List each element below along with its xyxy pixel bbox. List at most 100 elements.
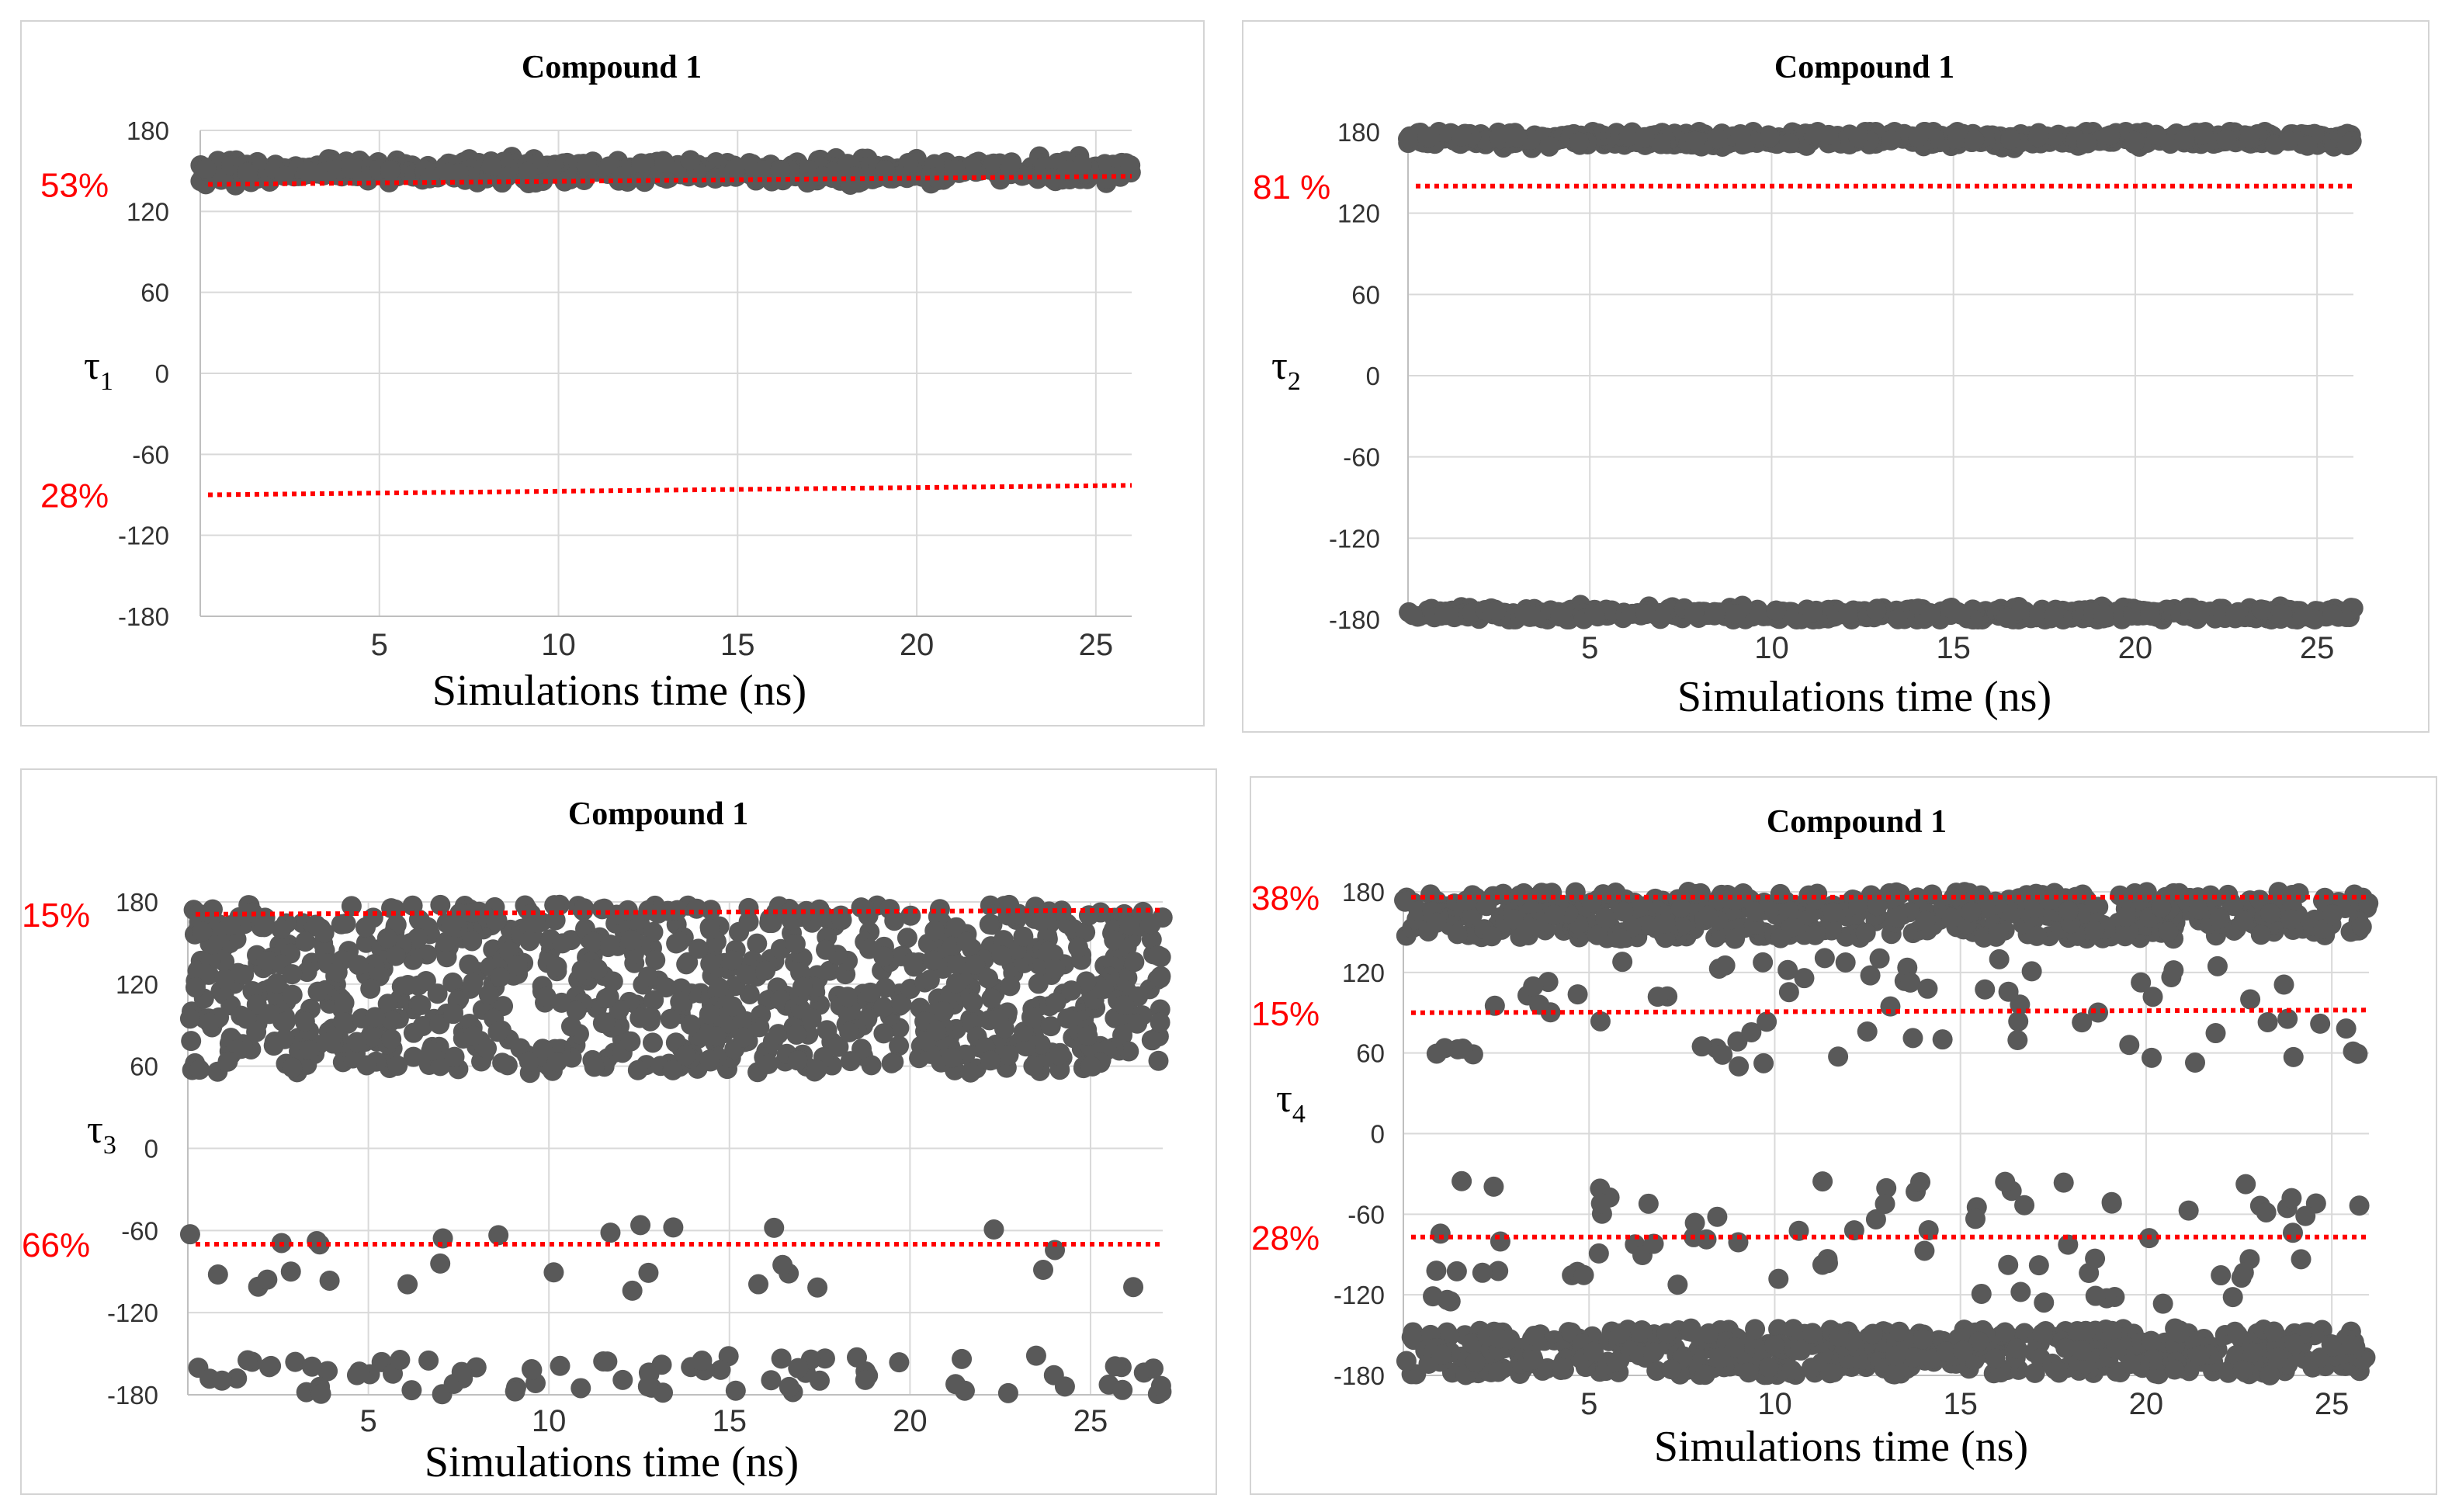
data-point xyxy=(1745,1319,1766,1340)
data-point xyxy=(1481,926,1502,947)
data-point xyxy=(418,1350,439,1371)
chart-title: Compound 1 xyxy=(522,50,702,85)
data-point xyxy=(942,1047,962,1068)
data-point xyxy=(1015,1036,1036,1057)
data-point xyxy=(981,988,1002,1009)
y-tick-label: 0 xyxy=(1371,1120,1385,1149)
data-point xyxy=(238,1350,258,1371)
data-point xyxy=(2029,605,2050,626)
data-point xyxy=(1632,897,1653,918)
data-point xyxy=(2223,896,2244,917)
data-point xyxy=(584,1056,605,1077)
data-point xyxy=(786,1024,807,1045)
data-point xyxy=(301,1356,322,1377)
data-point xyxy=(588,959,609,980)
chart-title: Compound 1 xyxy=(568,796,748,832)
data-point xyxy=(787,1050,808,1071)
data-point xyxy=(519,931,540,952)
x-tick-label: 15 xyxy=(1936,631,1971,665)
data-point xyxy=(1647,987,1668,1007)
scatter-series xyxy=(190,146,1141,196)
data-point xyxy=(700,953,721,974)
data-point xyxy=(1867,896,1888,917)
data-point xyxy=(813,166,834,187)
data-point xyxy=(2174,130,2195,151)
data-point xyxy=(2151,897,2172,918)
data-point xyxy=(1821,920,1842,941)
chart-svg: Compound 1 180 120 60 0 -60 -120 -180 5 10 15 20 25 8… xyxy=(1253,50,2364,721)
data-point xyxy=(543,1262,564,1283)
data-point xyxy=(1709,1347,1730,1368)
data-point xyxy=(295,931,316,952)
data-point xyxy=(2027,127,2048,147)
x-tick-label: 5 xyxy=(1581,631,1598,665)
data-point xyxy=(2010,1281,2031,1302)
data-point xyxy=(645,949,666,970)
data-point xyxy=(637,966,658,987)
data-point xyxy=(1401,1326,1422,1347)
data-point xyxy=(1076,971,1097,992)
data-point xyxy=(185,977,206,998)
data-point xyxy=(1420,884,1441,905)
data-point xyxy=(889,1352,910,1373)
data-point xyxy=(1584,604,1605,625)
data-point xyxy=(1642,1342,1663,1363)
data-point xyxy=(214,969,235,990)
data-point xyxy=(1781,1360,1802,1381)
data-point xyxy=(2256,1202,2277,1222)
data-point xyxy=(282,984,303,1005)
data-point xyxy=(631,153,652,174)
x-tick-label: 15 xyxy=(720,628,755,662)
data-point xyxy=(207,1264,228,1285)
data-point xyxy=(2281,1188,2302,1209)
data-point xyxy=(1766,600,1787,621)
y-tick-label: -60 xyxy=(1343,443,1380,472)
chart-svg: Compound 1 180 120 60 0 -60 -120 -180 5 10 15 20 25 3… xyxy=(1251,804,2379,1471)
data-point xyxy=(980,1050,1001,1071)
data-point xyxy=(2038,890,2059,910)
data-point xyxy=(2336,134,2357,155)
data-point xyxy=(497,166,518,187)
data-point xyxy=(1684,602,1705,622)
data-point xyxy=(376,928,397,948)
data-point xyxy=(1698,905,1718,926)
data-point xyxy=(629,1007,650,1028)
data-point xyxy=(1884,1364,1905,1385)
data-point xyxy=(1744,901,1765,922)
data-point xyxy=(945,917,966,938)
y-tick-label: 120 xyxy=(1342,959,1385,987)
data-point xyxy=(627,1059,648,1080)
data-point xyxy=(945,973,966,994)
x-tick-label: 5 xyxy=(359,1404,376,1438)
data-point xyxy=(1913,1329,1934,1350)
data-point xyxy=(622,1280,643,1301)
data-point xyxy=(688,938,709,959)
data-point xyxy=(840,1051,861,1072)
data-point xyxy=(2032,1323,2053,1344)
data-point xyxy=(435,931,456,952)
data-point xyxy=(2007,1030,2028,1051)
data-point xyxy=(1451,126,1472,147)
data-point xyxy=(630,1215,651,1236)
percent-label: 15% xyxy=(22,896,90,935)
data-point xyxy=(725,1380,746,1401)
data-point xyxy=(2193,124,2214,145)
data-point xyxy=(637,1376,658,1397)
data-point xyxy=(2114,926,2135,947)
data-point xyxy=(1104,930,1125,951)
data-point xyxy=(443,1004,464,1025)
data-point xyxy=(280,1261,301,1282)
data-point xyxy=(1758,1357,1779,1378)
data-point xyxy=(2251,599,2272,620)
y-tick-label: -180 xyxy=(1334,1361,1385,1390)
data-point xyxy=(1045,959,1066,980)
data-point xyxy=(770,159,791,180)
data-point xyxy=(999,894,1020,915)
data-point xyxy=(785,933,806,954)
data-point xyxy=(2106,1338,2127,1359)
data-point xyxy=(2250,924,2271,945)
data-point xyxy=(1791,1340,1812,1361)
data-point xyxy=(299,1039,320,1060)
x-axis-label: Simulations time (ns) xyxy=(432,667,806,715)
data-point xyxy=(583,931,604,952)
